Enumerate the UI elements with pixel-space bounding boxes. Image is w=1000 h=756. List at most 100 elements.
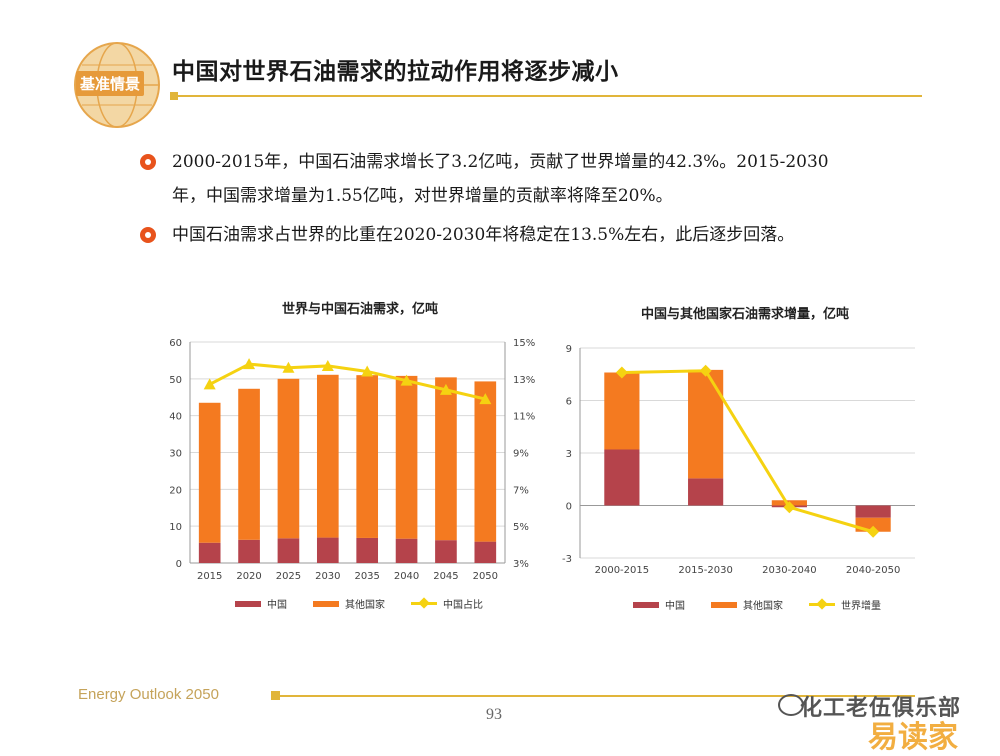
y2-tick-label: 11% [513, 412, 535, 423]
y2-tick-label: 9% [513, 449, 529, 460]
legend-swatch-others [313, 600, 339, 607]
bullet-line: 中国石油需求占世界的比重在2020-2030年将稳定在13.5%左右，此后逐步回… [172, 225, 795, 245]
bar-others [316, 374, 339, 538]
y-tick-label: 3 [566, 449, 572, 460]
bar-china [356, 537, 379, 563]
line-point [243, 358, 256, 370]
y-tick-label: 6 [566, 397, 572, 408]
chart-1-title: 世界与中国石油需求，亿吨 [281, 302, 438, 317]
bar-others [395, 375, 418, 539]
bullet-text: 中国石油需求占世界的比重在2020-2030年将稳定在13.5%左右，此后逐步回… [172, 218, 952, 252]
x-tick-label: 2035 [354, 571, 379, 582]
y-tick-label: 20 [169, 485, 182, 496]
chart-2-title: 中国与其他国家石油需求增量，亿吨 [640, 307, 849, 322]
bar-china [604, 449, 640, 506]
line-point [361, 365, 374, 377]
bar-china [855, 505, 891, 518]
chart-1-legend: 中国 其他国家 中国占比 [235, 596, 483, 611]
bullet-line: 年，中国需求增量为1.55亿吨，对世界增量的贡献率将降至20%。 [172, 186, 673, 206]
bar-china [435, 540, 457, 563]
watermark-site: 易读家 [868, 720, 958, 755]
legend-label: 其他国家 [743, 601, 783, 612]
x-tick-label: 2030 [315, 571, 340, 582]
watermark-text: 化工老伍俱乐部 [800, 696, 962, 721]
y-tick-label: 60 [169, 338, 182, 349]
page-title: 中国对世界石油需求的拉动作用将逐步减小 [172, 59, 619, 85]
legend-swatch-china [235, 600, 261, 607]
y2-tick-label: 5% [513, 522, 529, 533]
line-point [783, 501, 796, 514]
bar-others [356, 375, 379, 538]
line-point [321, 359, 334, 371]
bar-others [198, 402, 221, 543]
legend-swatch-others [711, 601, 737, 608]
footer-divider [275, 695, 915, 697]
y-tick-label: -3 [562, 554, 572, 565]
bar-china [395, 538, 418, 563]
wechat-icon [778, 694, 804, 716]
bar-china [474, 541, 497, 563]
x-tick-label: 2045 [433, 571, 458, 582]
x-tick-label: 2025 [276, 571, 301, 582]
legend-line-share [411, 602, 437, 605]
footer-brand: Energy Outlook 2050 [78, 686, 219, 703]
bar-china [316, 537, 339, 563]
y-tick-label: 10 [169, 522, 182, 533]
series-line [621, 369, 874, 534]
legend-label: 其他国家 [345, 600, 385, 611]
bar-others [435, 377, 457, 541]
x-tick-label: 2030-2040 [762, 565, 817, 576]
line-point [282, 361, 295, 373]
footer-divider-marker [271, 691, 280, 700]
bar-others [688, 369, 724, 479]
y2-tick-label: 15% [513, 338, 535, 349]
bar-china [238, 539, 260, 563]
bar-others [474, 381, 497, 542]
page-number: 93 [486, 706, 502, 723]
series-line [209, 362, 486, 401]
x-tick-label: 2040-2050 [846, 565, 901, 576]
bullet-text: 2000-2015年，中国石油需求增长了3.2亿吨，贡献了世界增量的42.3%。… [172, 145, 952, 213]
line-point [439, 383, 452, 395]
x-tick-label: 2015-2030 [678, 565, 733, 576]
y2-tick-label: 13% [513, 375, 535, 386]
y-tick-label: 50 [169, 375, 182, 386]
bullet-line: 2000-2015年，中国石油需求增长了3.2亿吨，贡献了世界增量的42.3%。… [172, 152, 829, 172]
legend-label: 中国 [665, 601, 685, 612]
y-tick-label: 0 [176, 559, 182, 570]
bar-others [238, 388, 260, 540]
legend-swatch-china [633, 601, 659, 608]
y-tick-label: 0 [566, 502, 572, 513]
chart-2-legend: 中国 其他国家 世界增量 [633, 597, 881, 612]
line-point [400, 374, 413, 386]
line-point [699, 364, 712, 377]
line-point [203, 378, 216, 390]
legend-line-world [809, 603, 835, 606]
line-point [479, 393, 492, 405]
bullet-icon [140, 154, 156, 170]
x-tick-label: 2015 [197, 571, 222, 582]
legend-label: 中国 [267, 600, 287, 611]
bullet-icon [140, 227, 156, 243]
logo-label: 基准情景 [76, 71, 145, 96]
x-tick-label: 2040 [394, 571, 419, 582]
y2-tick-label: 3% [513, 559, 529, 570]
y-tick-label: 9 [566, 344, 572, 355]
line-point [615, 366, 628, 379]
line-point [867, 525, 880, 538]
legend-label: 世界增量 [841, 601, 881, 612]
title-divider [172, 95, 922, 97]
bar-china [277, 538, 300, 563]
bar-china [688, 478, 724, 506]
x-tick-label: 2020 [236, 571, 261, 582]
bar-china [198, 542, 221, 563]
bar-others [277, 378, 300, 539]
bar-others [604, 372, 640, 450]
y-tick-label: 40 [169, 412, 182, 423]
chart-2-plot: -3 0 3 6 9 2000-2015 2015-2030 2030-2040 2040-20… [562, 344, 915, 576]
y2-tick-label: 7% [513, 485, 529, 496]
x-tick-label: 2000-2015 [595, 565, 650, 576]
x-tick-label: 2050 [473, 571, 498, 582]
title-divider-marker [170, 92, 178, 100]
